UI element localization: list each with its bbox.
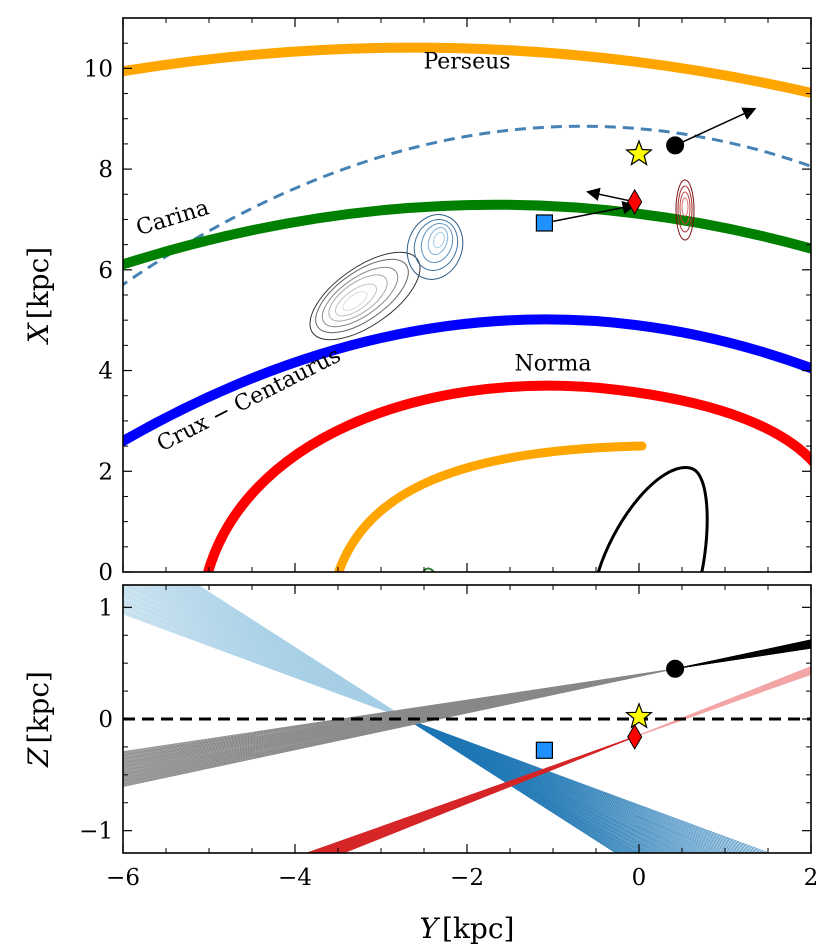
blue-contour [406,214,464,280]
x-axis-symbol: Y [420,912,441,945]
darkred-contour [675,179,695,241]
top-y-axis-unit: [kpc] [22,247,55,319]
black-orbits-line [123,668,676,787]
bottom-y-axis-unit: [kpc] [22,671,55,743]
bottom-y-tick-label: 0 [98,707,113,733]
top-markers [535,136,685,232]
carina-arm-curve [123,199,811,270]
norma-label: Norma [515,352,592,377]
solar-circle-dashed [123,124,811,287]
blue-orbit-bundle [123,585,770,853]
top-y-tick-label: 0 [98,560,113,586]
top-sun-marker [624,139,654,166]
crux-centaurus-arm-curve [123,314,811,447]
top-y-axis-symbol: X [22,322,55,345]
norma-arm-curve [203,380,811,572]
bottom-x-tick-label: −2 [450,865,484,891]
bottom-black-circle-marker [666,659,685,678]
bottom-red-diamond-marker [627,723,643,750]
bottom-sun-marker [624,702,654,729]
bottom-plot-area [123,585,811,853]
top-red-diamond-marker [627,188,643,215]
bottom-x-tick-label: −4 [278,865,312,891]
top-y-tick-label: 10 [84,56,113,82]
top-y-tick-label: 2 [98,459,113,485]
bottom-x-tick-label: 2 [804,865,819,891]
red-diamond-arrow [586,187,635,203]
bottom-blue-square-marker [535,741,554,759]
blue-orbits-line [406,718,617,853]
bottom-y-tick-label: 1 [98,595,113,621]
perseus-arm-curve [123,42,811,99]
top-panel: Perseus Carina Crux − Centaurus Norma 02… [22,17,812,586]
bottom-axis-ticks: −6 −4 −2 0 2 −1 0 1 [79,585,818,891]
top-panel-frame [122,17,812,573]
x-axis-title: Y [kpc] [420,912,515,945]
top-y-tick-label: 4 [98,359,113,385]
red-orbit-bundle [305,666,811,853]
top-y-axis-title: X [kpc] [22,247,55,345]
red-orbits-line [342,736,635,853]
x-axis-unit: [kpc] [442,912,514,945]
bottom-x-tick-label: −6 [106,865,140,891]
top-y-tick-label: 6 [98,258,113,284]
top-y-tick-label: 8 [98,157,113,183]
red-orbits-line [634,666,811,738]
blue-square-arrow [544,201,637,224]
top-black-circle-marker [666,136,685,155]
bottom-y-axis-symbol: Z [22,747,55,768]
bottom-markers [535,659,685,759]
top-plot-area [123,42,811,572]
bottom-y-tick-label: −1 [79,819,113,845]
galactic-bar-curve [596,466,709,572]
bottom-x-tick-label: 0 [632,865,647,891]
inner-orange-arm-curve [333,441,647,572]
top-axis-ticks: 0 2 4 6 8 10 [84,17,812,586]
black-orbit-bundle [123,639,811,787]
black-circle-arrow [674,107,757,147]
grey-contour [309,251,421,341]
perseus-label: Perseus [423,49,510,74]
bottom-panel: −6 −4 −2 0 2−101 Z[kpc] Y [kpc] [22,584,818,945]
bottom-y-axis-title: Z [kpc] [22,671,55,768]
black-orbits-line [675,639,811,670]
blue-orbits-line [197,585,407,720]
top-blue-square-marker [535,214,554,232]
